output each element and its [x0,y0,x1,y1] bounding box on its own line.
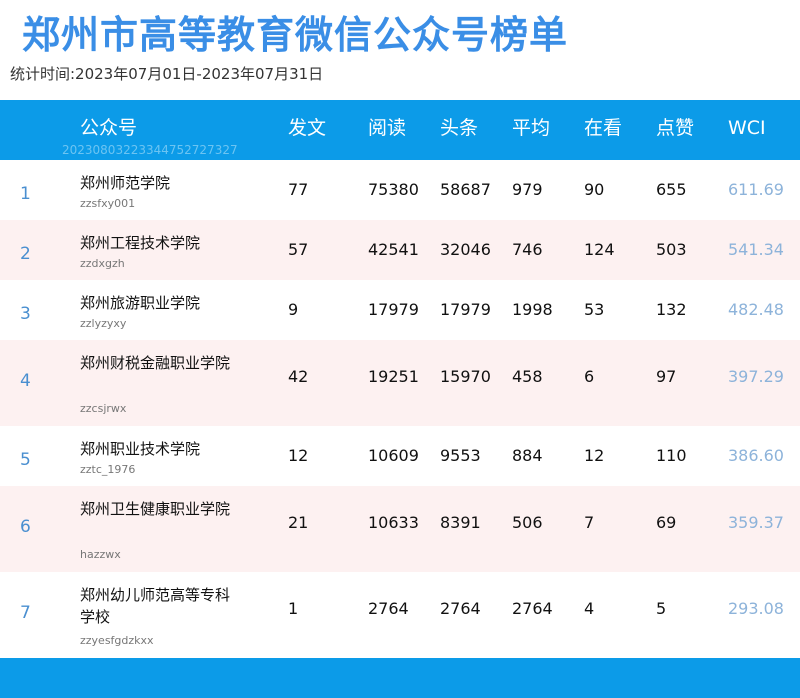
table-row[interactable]: 4 郑州财税金融职业学院 zzcsjrwx 42 19251 15970 458… [0,340,800,426]
account-name[interactable]: 郑州旅游职业学院 [80,294,201,312]
page-title: 郑州市高等教育微信公众号榜单 [22,13,569,57]
wci-value: 541.34 [728,240,784,259]
wci-value: 482.48 [728,300,784,319]
wci-value: 293.08 [728,599,784,618]
rank-number: 7 [20,603,31,623]
reads-value: 75380 [368,180,419,199]
account-name[interactable]: 郑州师范学院 [80,174,171,192]
header-average[interactable]: 平均 [512,117,551,139]
header-likes[interactable]: 点赞 [656,117,695,139]
headline-value: 2764 [440,599,481,618]
reads-value: 2764 [368,599,409,618]
table-row[interactable]: 1 郑州师范学院 zzsfxy001 77 75380 58687 979 90… [0,160,800,220]
posts-value: 9 [288,300,299,319]
likes-value: 97 [656,367,677,386]
header-account[interactable]: 公众号 [80,117,138,139]
rank-number: 4 [20,371,31,391]
watching-value: 12 [584,446,605,465]
posts-value: 12 [288,446,309,465]
average-value: 458 [512,367,543,386]
account-name[interactable]: 郑州幼儿师范高等专科学校 [80,586,231,626]
likes-value: 503 [656,240,687,259]
watching-value: 6 [584,367,595,386]
posts-value: 1 [288,599,299,618]
watermark-stamp: 20230803223344752727327 [62,143,238,157]
header-reads[interactable]: 阅读 [368,117,407,139]
watching-value: 90 [584,180,605,199]
account-name[interactable]: 郑州卫生健康职业学院 [80,500,231,518]
likes-value: 132 [656,300,687,319]
average-value: 979 [512,180,543,199]
watching-value: 53 [584,300,605,319]
statistics-period: 统计时间:2023年07月01日-2023年07月31日 [10,65,324,83]
likes-value: 655 [656,180,687,199]
average-value: 506 [512,513,543,532]
headline-value: 8391 [440,513,481,532]
footer-bar [0,658,800,698]
table-row[interactable]: 7 郑州幼儿师范高等专科学校 zzyesfgdzkxx 1 2764 2764 … [0,572,800,658]
table-row[interactable]: 2 郑州工程技术学院 zzdxgzh 57 42541 32046 746 12… [0,220,800,280]
account-name[interactable]: 郑州职业技术学院 [80,440,201,458]
account-name[interactable]: 郑州工程技术学院 [80,234,201,252]
headline-value: 58687 [440,180,491,199]
table-row[interactable]: 6 郑州卫生健康职业学院 hazzwx 21 10633 8391 506 7 … [0,486,800,572]
account-id: zztc_1976 [80,463,136,476]
headline-value: 9553 [440,446,481,465]
reads-value: 17979 [368,300,419,319]
rank-number: 2 [20,244,31,264]
wci-value: 611.69 [728,180,784,199]
table-header: 公众号 发文 阅读 头条 平均 在看 点赞 WCI 20230803223344… [0,100,800,160]
average-value: 2764 [512,599,553,618]
posts-value: 21 [288,513,309,532]
reads-value: 10633 [368,513,419,532]
account-id: zzdxgzh [80,257,125,270]
likes-value: 69 [656,513,677,532]
watching-value: 7 [584,513,595,532]
headline-value: 32046 [440,240,491,259]
header-wci[interactable]: WCI [728,117,766,139]
average-value: 1998 [512,300,553,319]
headline-value: 17979 [440,300,491,319]
posts-value: 77 [288,180,309,199]
account-id: zzsfxy001 [80,197,136,210]
rank-number: 5 [20,450,31,470]
average-value: 884 [512,446,543,465]
posts-value: 57 [288,240,309,259]
header-headline[interactable]: 头条 [440,117,479,139]
reads-value: 42541 [368,240,419,259]
account-id: zzcsjrwx [80,402,127,415]
average-value: 746 [512,240,543,259]
account-id: hazzwx [80,548,121,561]
wci-value: 359.37 [728,513,784,532]
table-row[interactable]: 3 郑州旅游职业学院 zzlyzyxy 9 17979 17979 1998 5… [0,280,800,340]
headline-value: 15970 [440,367,491,386]
header-posts[interactable]: 发文 [288,117,327,139]
table-row[interactable]: 5 郑州职业技术学院 zztc_1976 12 10609 9553 884 1… [0,426,800,486]
header-watching[interactable]: 在看 [584,117,623,139]
posts-value: 42 [288,367,309,386]
account-id: zzyesfgdzkxx [80,634,154,647]
account-name[interactable]: 郑州财税金融职业学院 [80,354,231,372]
watching-value: 124 [584,240,615,259]
wci-value: 397.29 [728,367,784,386]
rank-number: 3 [20,304,31,324]
likes-value: 5 [656,599,667,618]
wci-value: 386.60 [728,446,784,465]
reads-value: 19251 [368,367,419,386]
reads-value: 10609 [368,446,419,465]
watching-value: 4 [584,599,595,618]
account-id: zzlyzyxy [80,317,127,330]
rank-number: 6 [20,517,31,537]
rank-number: 1 [20,184,31,204]
likes-value: 110 [656,446,687,465]
